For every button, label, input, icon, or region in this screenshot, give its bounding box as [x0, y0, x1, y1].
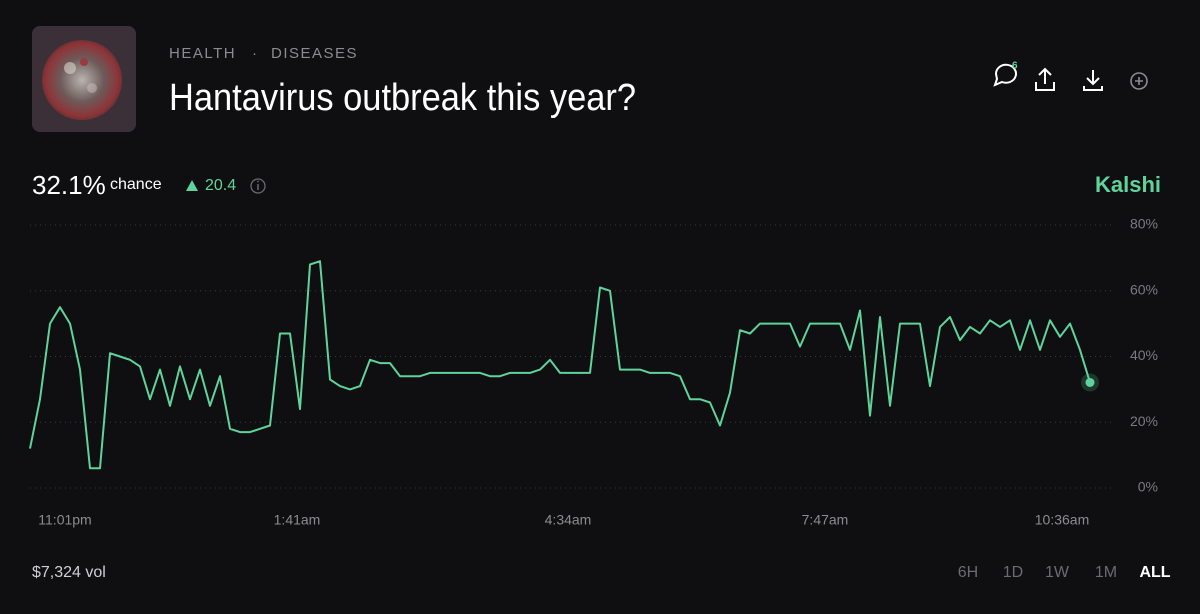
volume: $7,324 vol [32, 564, 106, 581]
download-button[interactable] [1083, 70, 1103, 91]
y-tick-label: 60% [1130, 281, 1158, 297]
x-tick-label: 4:34am [545, 512, 592, 528]
y-tick-label: 20% [1130, 413, 1158, 429]
category: HEALTH [169, 45, 236, 62]
x-tick-label: 1:41am [274, 512, 321, 528]
range-option[interactable]: 6H [958, 564, 978, 581]
range-option[interactable]: ALL [1139, 564, 1170, 581]
end-dot [1085, 377, 1095, 387]
y-tick-label: 80% [1130, 216, 1158, 232]
x-tick-label: 11:01pm [38, 512, 91, 528]
chance-value: 32.1% [32, 170, 106, 200]
x-tick-label: 7:47am [802, 512, 849, 528]
subcategory: DISEASES [271, 45, 358, 62]
comments-button[interactable]: 6 [993, 61, 1018, 87]
info-icon[interactable] [250, 178, 266, 194]
range-option[interactable]: 1D [1003, 564, 1023, 581]
range-option[interactable]: 1M [1095, 564, 1117, 581]
change-value: 20.4 [205, 177, 236, 194]
market-image [32, 26, 136, 132]
share-button[interactable] [1035, 67, 1055, 91]
comment-count: 6 [1012, 61, 1018, 72]
chance-label: chance [110, 176, 162, 193]
range-selector: 6H 1D 1W 1M ALL [958, 564, 1171, 581]
price-line [29, 260, 1091, 470]
y-tick-label: 40% [1130, 347, 1158, 363]
add-button[interactable] [1130, 72, 1148, 90]
chart: 0% 20% 40% 60% 80% 11:01pm 1:41am 4:34am 7:47am 1… [29, 216, 1158, 528]
brand: Kalshi [1095, 172, 1161, 197]
up-arrow [186, 180, 198, 191]
separator: · [252, 45, 257, 62]
market-title: Hantavirus outbreak this year? [169, 77, 636, 119]
range-option[interactable]: 1W [1045, 564, 1070, 581]
x-tick-label: 10:36am [1035, 512, 1089, 528]
y-tick-label: 0% [1138, 479, 1158, 495]
